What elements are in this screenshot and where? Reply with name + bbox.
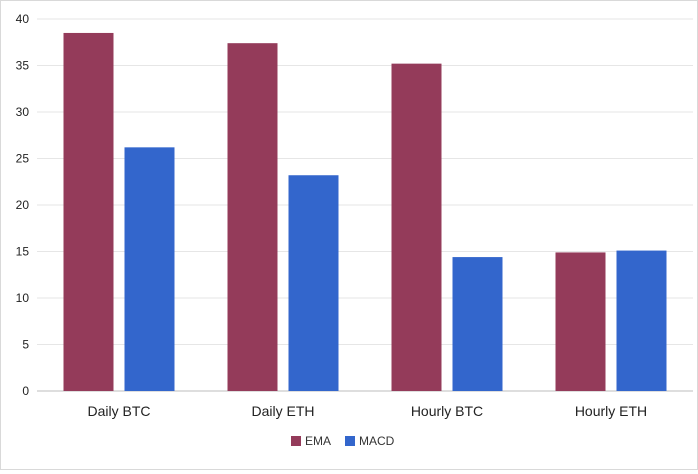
y-tick-label: 40 [16, 12, 30, 26]
y-tick-label: 25 [16, 152, 30, 166]
legend-item-ema: EMA [291, 434, 331, 448]
y-tick-label: 20 [16, 198, 30, 212]
bar-ema-daily-btc [63, 32, 114, 391]
y-tick-label: 15 [16, 245, 30, 259]
bar-ema-hourly-eth [555, 252, 606, 391]
legend-label: EMA [305, 434, 331, 448]
legend: EMA MACD [291, 434, 395, 448]
legend-item-macd: MACD [345, 434, 395, 448]
bar-macd-daily-eth [288, 175, 339, 391]
y-tick-label: 30 [16, 105, 30, 119]
bar-macd-daily-btc [124, 147, 175, 391]
bar-macd-hourly-eth [616, 250, 667, 391]
bar-ema-daily-eth [227, 43, 278, 392]
x-axis: Daily BTC Daily ETH Hourly BTC Hourly ETH [87, 403, 647, 419]
bar-macd-hourly-btc [452, 257, 503, 391]
y-axis-ticks: 0 5 10 15 20 25 30 35 40 [16, 12, 30, 398]
y-tick-label: 35 [16, 59, 30, 73]
y-tick-label: 10 [16, 291, 30, 305]
x-tick-label: Daily BTC [87, 403, 150, 419]
x-tick-label: Hourly BTC [411, 403, 483, 419]
y-tick-label: 0 [22, 384, 29, 398]
legend-swatch [345, 436, 355, 446]
y-tick-label: 5 [22, 338, 29, 352]
x-tick-label: Hourly ETH [575, 403, 647, 419]
bar-ema-hourly-btc [391, 63, 442, 391]
legend-label: MACD [359, 434, 395, 448]
x-tick-label: Daily ETH [251, 403, 314, 419]
bars [63, 32, 667, 392]
legend-swatch [291, 436, 301, 446]
